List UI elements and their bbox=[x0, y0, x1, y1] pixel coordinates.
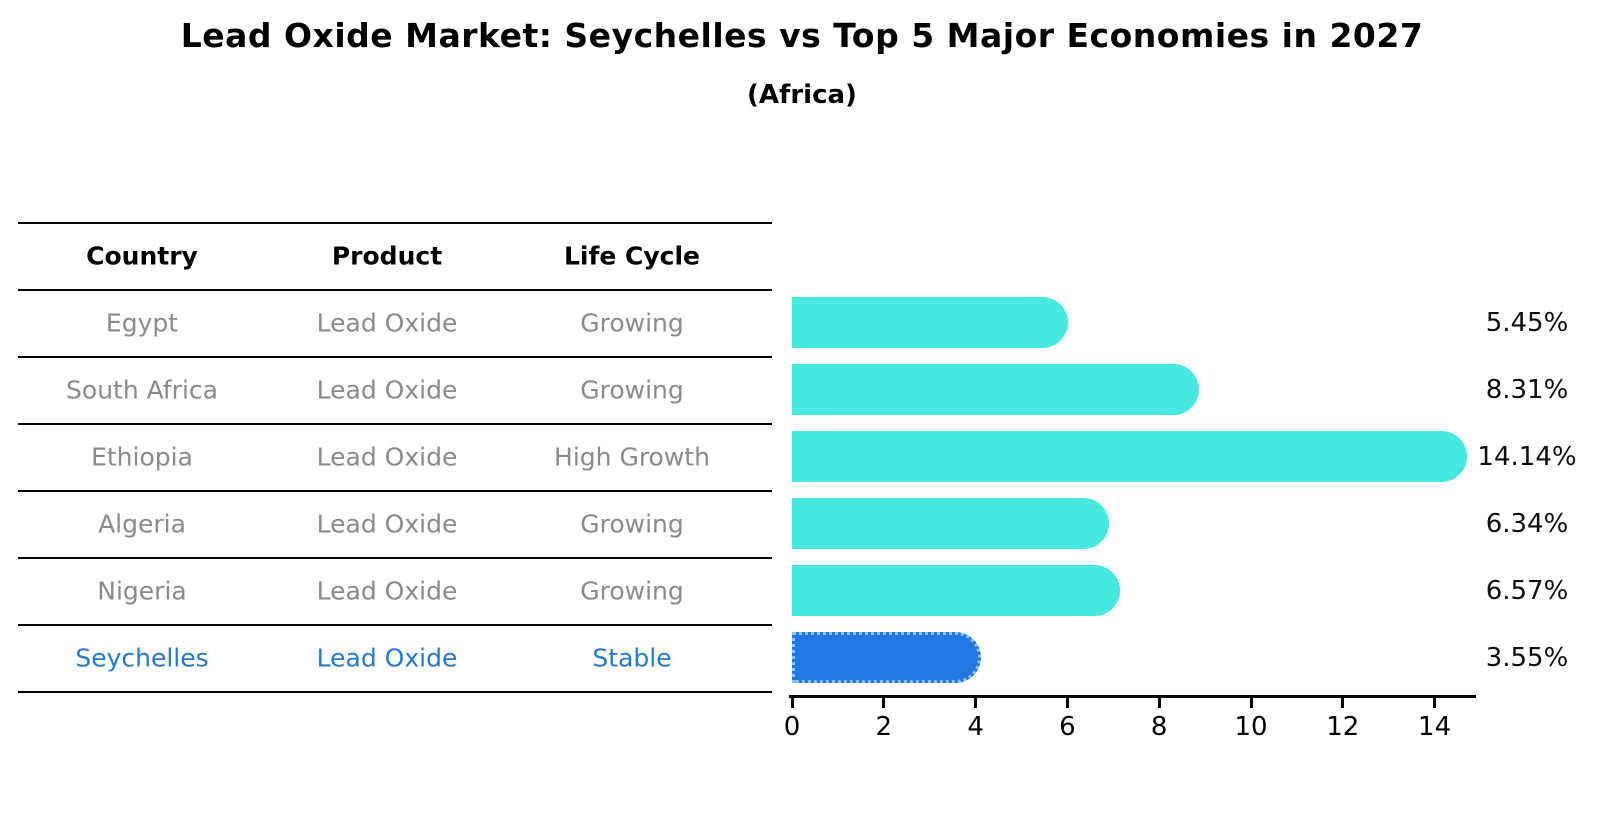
table-divider-line bbox=[18, 557, 772, 559]
table-divider-line bbox=[18, 624, 772, 626]
table-cell-country: Algeria bbox=[98, 509, 186, 538]
table-divider-line bbox=[18, 423, 772, 425]
x-axis-tick bbox=[974, 698, 978, 708]
x-axis-tick-label: 6 bbox=[1059, 712, 1076, 742]
bar-egypt bbox=[792, 297, 1069, 348]
x-axis-tick bbox=[1065, 698, 1069, 708]
table-cell-product: Lead Oxide bbox=[316, 643, 458, 672]
bar-algeria bbox=[792, 498, 1109, 549]
x-axis-line bbox=[789, 695, 1476, 698]
x-axis-tick-label: 12 bbox=[1326, 712, 1360, 742]
table-divider-line bbox=[18, 289, 772, 291]
bar-south-africa bbox=[792, 364, 1200, 415]
bar-value-label: 14.14% bbox=[1477, 441, 1577, 472]
bar-ethiopia bbox=[792, 431, 1468, 482]
table-cell-product: Lead Oxide bbox=[316, 509, 458, 538]
x-axis-tick-label: 2 bbox=[875, 712, 893, 742]
x-axis-tick bbox=[790, 698, 794, 708]
table-cell-country: Ethiopia bbox=[91, 442, 193, 471]
table-divider-line bbox=[18, 691, 772, 693]
table-cell-country: Seychelles bbox=[75, 643, 209, 672]
table-divider-line bbox=[18, 356, 772, 358]
table-cell-country: Egypt bbox=[105, 308, 179, 337]
table-cell-life_cycle: Growing bbox=[580, 576, 684, 605]
bar-value-label: 5.45% bbox=[1485, 307, 1569, 338]
bar-seychelles bbox=[792, 632, 981, 683]
chart-subtitle: (Africa) bbox=[747, 80, 857, 110]
table-cell-life_cycle: High Growth bbox=[554, 442, 710, 471]
x-axis-tick-label: 8 bbox=[1150, 712, 1168, 742]
table-cell-product: Lead Oxide bbox=[316, 308, 458, 337]
table-cell-life_cycle: Growing bbox=[580, 375, 684, 404]
bar-value-label: 8.31% bbox=[1485, 374, 1569, 405]
x-axis-tick-label: 4 bbox=[967, 712, 984, 742]
x-axis-tick-label: 10 bbox=[1234, 712, 1268, 742]
x-axis-tick bbox=[882, 698, 886, 708]
x-axis-tick bbox=[1157, 698, 1161, 708]
table-cell-country: Nigeria bbox=[97, 576, 187, 605]
table-divider-line bbox=[18, 222, 772, 224]
x-axis-tick bbox=[1341, 698, 1345, 708]
x-axis-tick-label: 14 bbox=[1418, 712, 1452, 742]
column-header-product: Product bbox=[331, 241, 443, 270]
table-cell-product: Lead Oxide bbox=[316, 576, 458, 605]
x-axis-tick-label: 0 bbox=[783, 712, 801, 742]
column-header-country: Country bbox=[86, 241, 198, 270]
bar-value-label: 3.55% bbox=[1485, 642, 1569, 673]
table-cell-life_cycle: Growing bbox=[580, 509, 684, 538]
x-axis-tick bbox=[1249, 698, 1253, 708]
chart-title: Lead Oxide Market: Seychelles vs Top 5 M… bbox=[180, 16, 1424, 55]
table-divider-line bbox=[18, 490, 772, 492]
bar-value-label: 6.34% bbox=[1485, 508, 1569, 539]
table-cell-country: South Africa bbox=[66, 375, 218, 404]
table-cell-life_cycle: Stable bbox=[592, 643, 672, 672]
x-axis-tick bbox=[1433, 698, 1437, 708]
column-header-life_cycle: Life Cycle bbox=[563, 241, 701, 270]
bar-nigeria bbox=[792, 565, 1120, 616]
table-cell-life_cycle: Growing bbox=[580, 308, 684, 337]
table-cell-product: Lead Oxide bbox=[316, 375, 458, 404]
table-cell-product: Lead Oxide bbox=[316, 442, 458, 471]
bar-value-label: 6.57% bbox=[1485, 575, 1569, 606]
